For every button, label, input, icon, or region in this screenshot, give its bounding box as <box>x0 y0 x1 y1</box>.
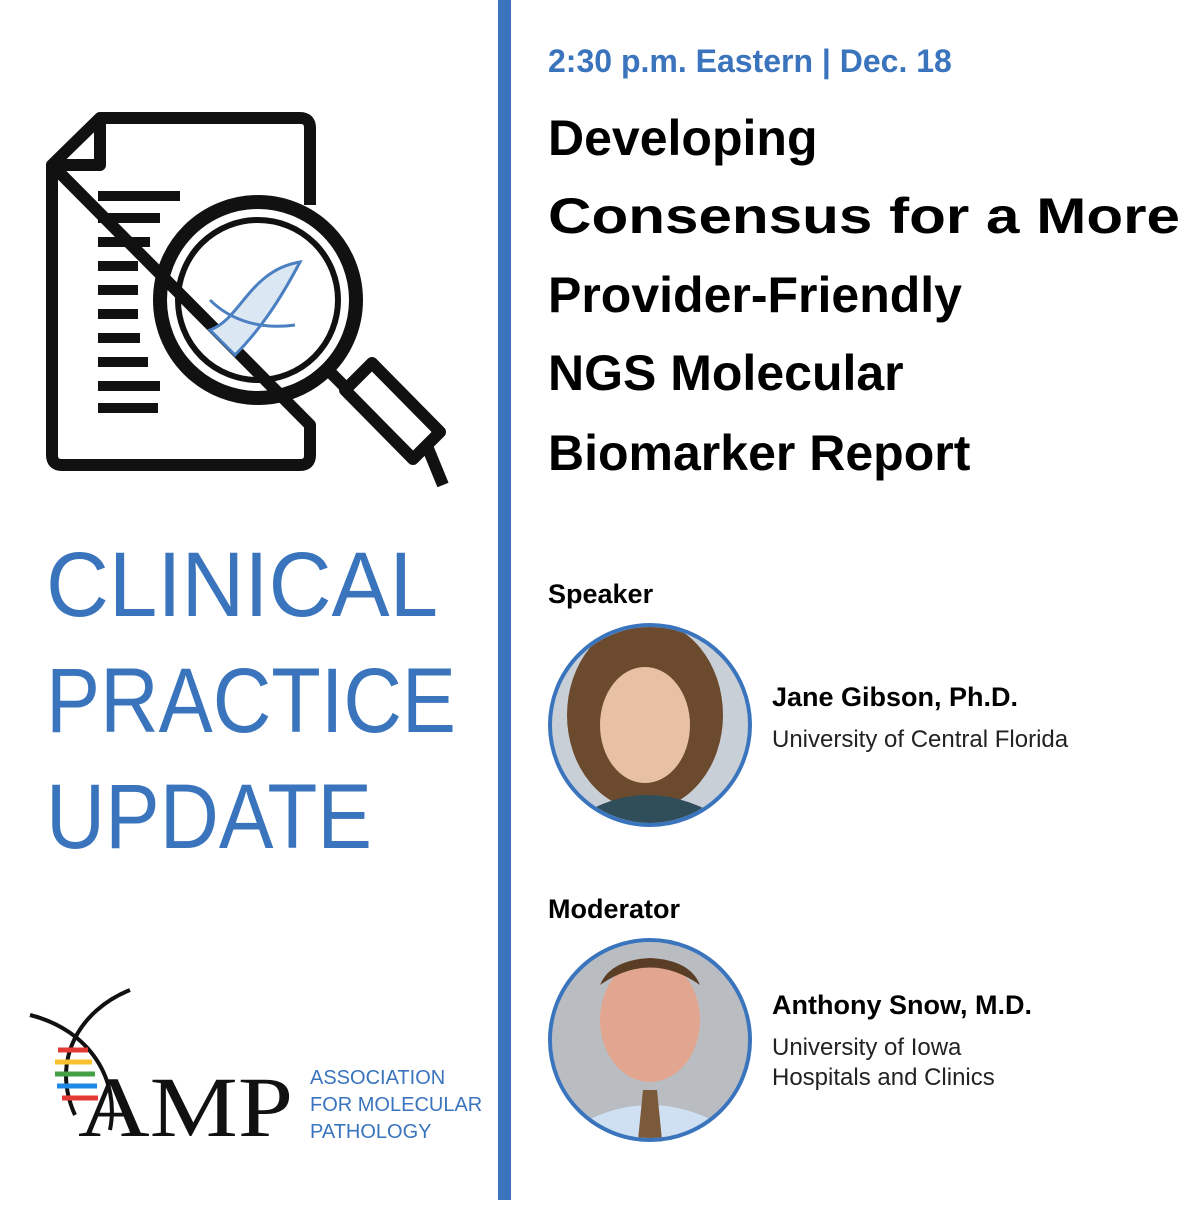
title-line: NGS Molecular <box>548 345 904 401</box>
logo-name: PATHOLOGY <box>310 1121 432 1143</box>
logo-name: FOR MOLECULAR <box>310 1094 482 1116</box>
event-time: 2:30 p.m. Eastern | Dec. 18 <box>548 43 952 79</box>
affiliation: University of Iowa <box>772 1034 962 1061</box>
affiliation: Hospitals and Clinics <box>772 1064 995 1091</box>
logo-name: ASSOCIATION <box>310 1067 445 1089</box>
title: Developing Consensus for a More Provider… <box>548 110 1180 481</box>
dna-icon <box>207 260 303 358</box>
speaker-photo <box>548 623 752 827</box>
report-icon <box>46 112 449 488</box>
heading-line: PRACTICE <box>46 650 456 752</box>
amp-logo: AMP ASSOCIATION FOR MOLECULAR PATHOLOGY <box>29 988 482 1155</box>
affiliation: University of Central Florida <box>772 726 1069 753</box>
title-line: Consensus for a More <box>548 188 1180 244</box>
person-name: Anthony Snow, M.D. <box>772 990 1032 1020</box>
role-label: Moderator <box>548 894 681 924</box>
title-line: Provider-Friendly <box>548 267 962 323</box>
person-name: Jane Gibson, Ph.D. <box>772 682 1018 712</box>
heading: CLINICAL PRACTICE UPDATE <box>46 534 456 868</box>
title-line: Developing <box>548 110 817 166</box>
heading-line: UPDATE <box>46 766 372 868</box>
role-label: Speaker <box>548 579 654 609</box>
logo-acronym: AMP <box>78 1059 293 1155</box>
moderator-photo <box>548 938 752 1142</box>
heading-line: CLINICAL <box>46 534 438 636</box>
divider <box>498 0 511 1200</box>
title-line: Biomarker Report <box>548 425 971 481</box>
